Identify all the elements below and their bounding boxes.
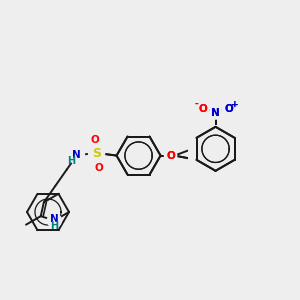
Circle shape	[195, 102, 208, 116]
Circle shape	[47, 214, 61, 227]
Circle shape	[165, 150, 177, 162]
Text: H: H	[68, 156, 76, 166]
Text: -: -	[195, 100, 198, 109]
Circle shape	[69, 148, 85, 164]
Text: N: N	[72, 150, 81, 160]
Text: +: +	[231, 100, 239, 109]
Text: +: +	[231, 100, 239, 109]
Circle shape	[165, 150, 177, 162]
Text: O: O	[198, 104, 207, 114]
Bar	[188, 124, 238, 175]
Text: O: O	[166, 151, 175, 160]
Text: N: N	[211, 108, 220, 118]
Text: O: O	[224, 104, 233, 114]
Circle shape	[210, 107, 222, 119]
Text: H: H	[50, 221, 59, 232]
Circle shape	[210, 107, 222, 119]
Circle shape	[195, 102, 208, 116]
Circle shape	[223, 102, 237, 116]
Text: O: O	[166, 151, 175, 160]
Text: N: N	[211, 108, 220, 118]
Circle shape	[88, 146, 105, 162]
Circle shape	[93, 162, 105, 174]
Text: O: O	[90, 135, 99, 145]
Bar	[188, 124, 238, 175]
Text: O: O	[224, 104, 233, 114]
Text: O: O	[94, 163, 103, 172]
Text: O: O	[198, 104, 207, 114]
Text: -: -	[195, 100, 198, 109]
Text: N: N	[50, 214, 59, 224]
Circle shape	[223, 102, 237, 116]
Circle shape	[88, 134, 101, 146]
Text: S: S	[92, 147, 101, 160]
